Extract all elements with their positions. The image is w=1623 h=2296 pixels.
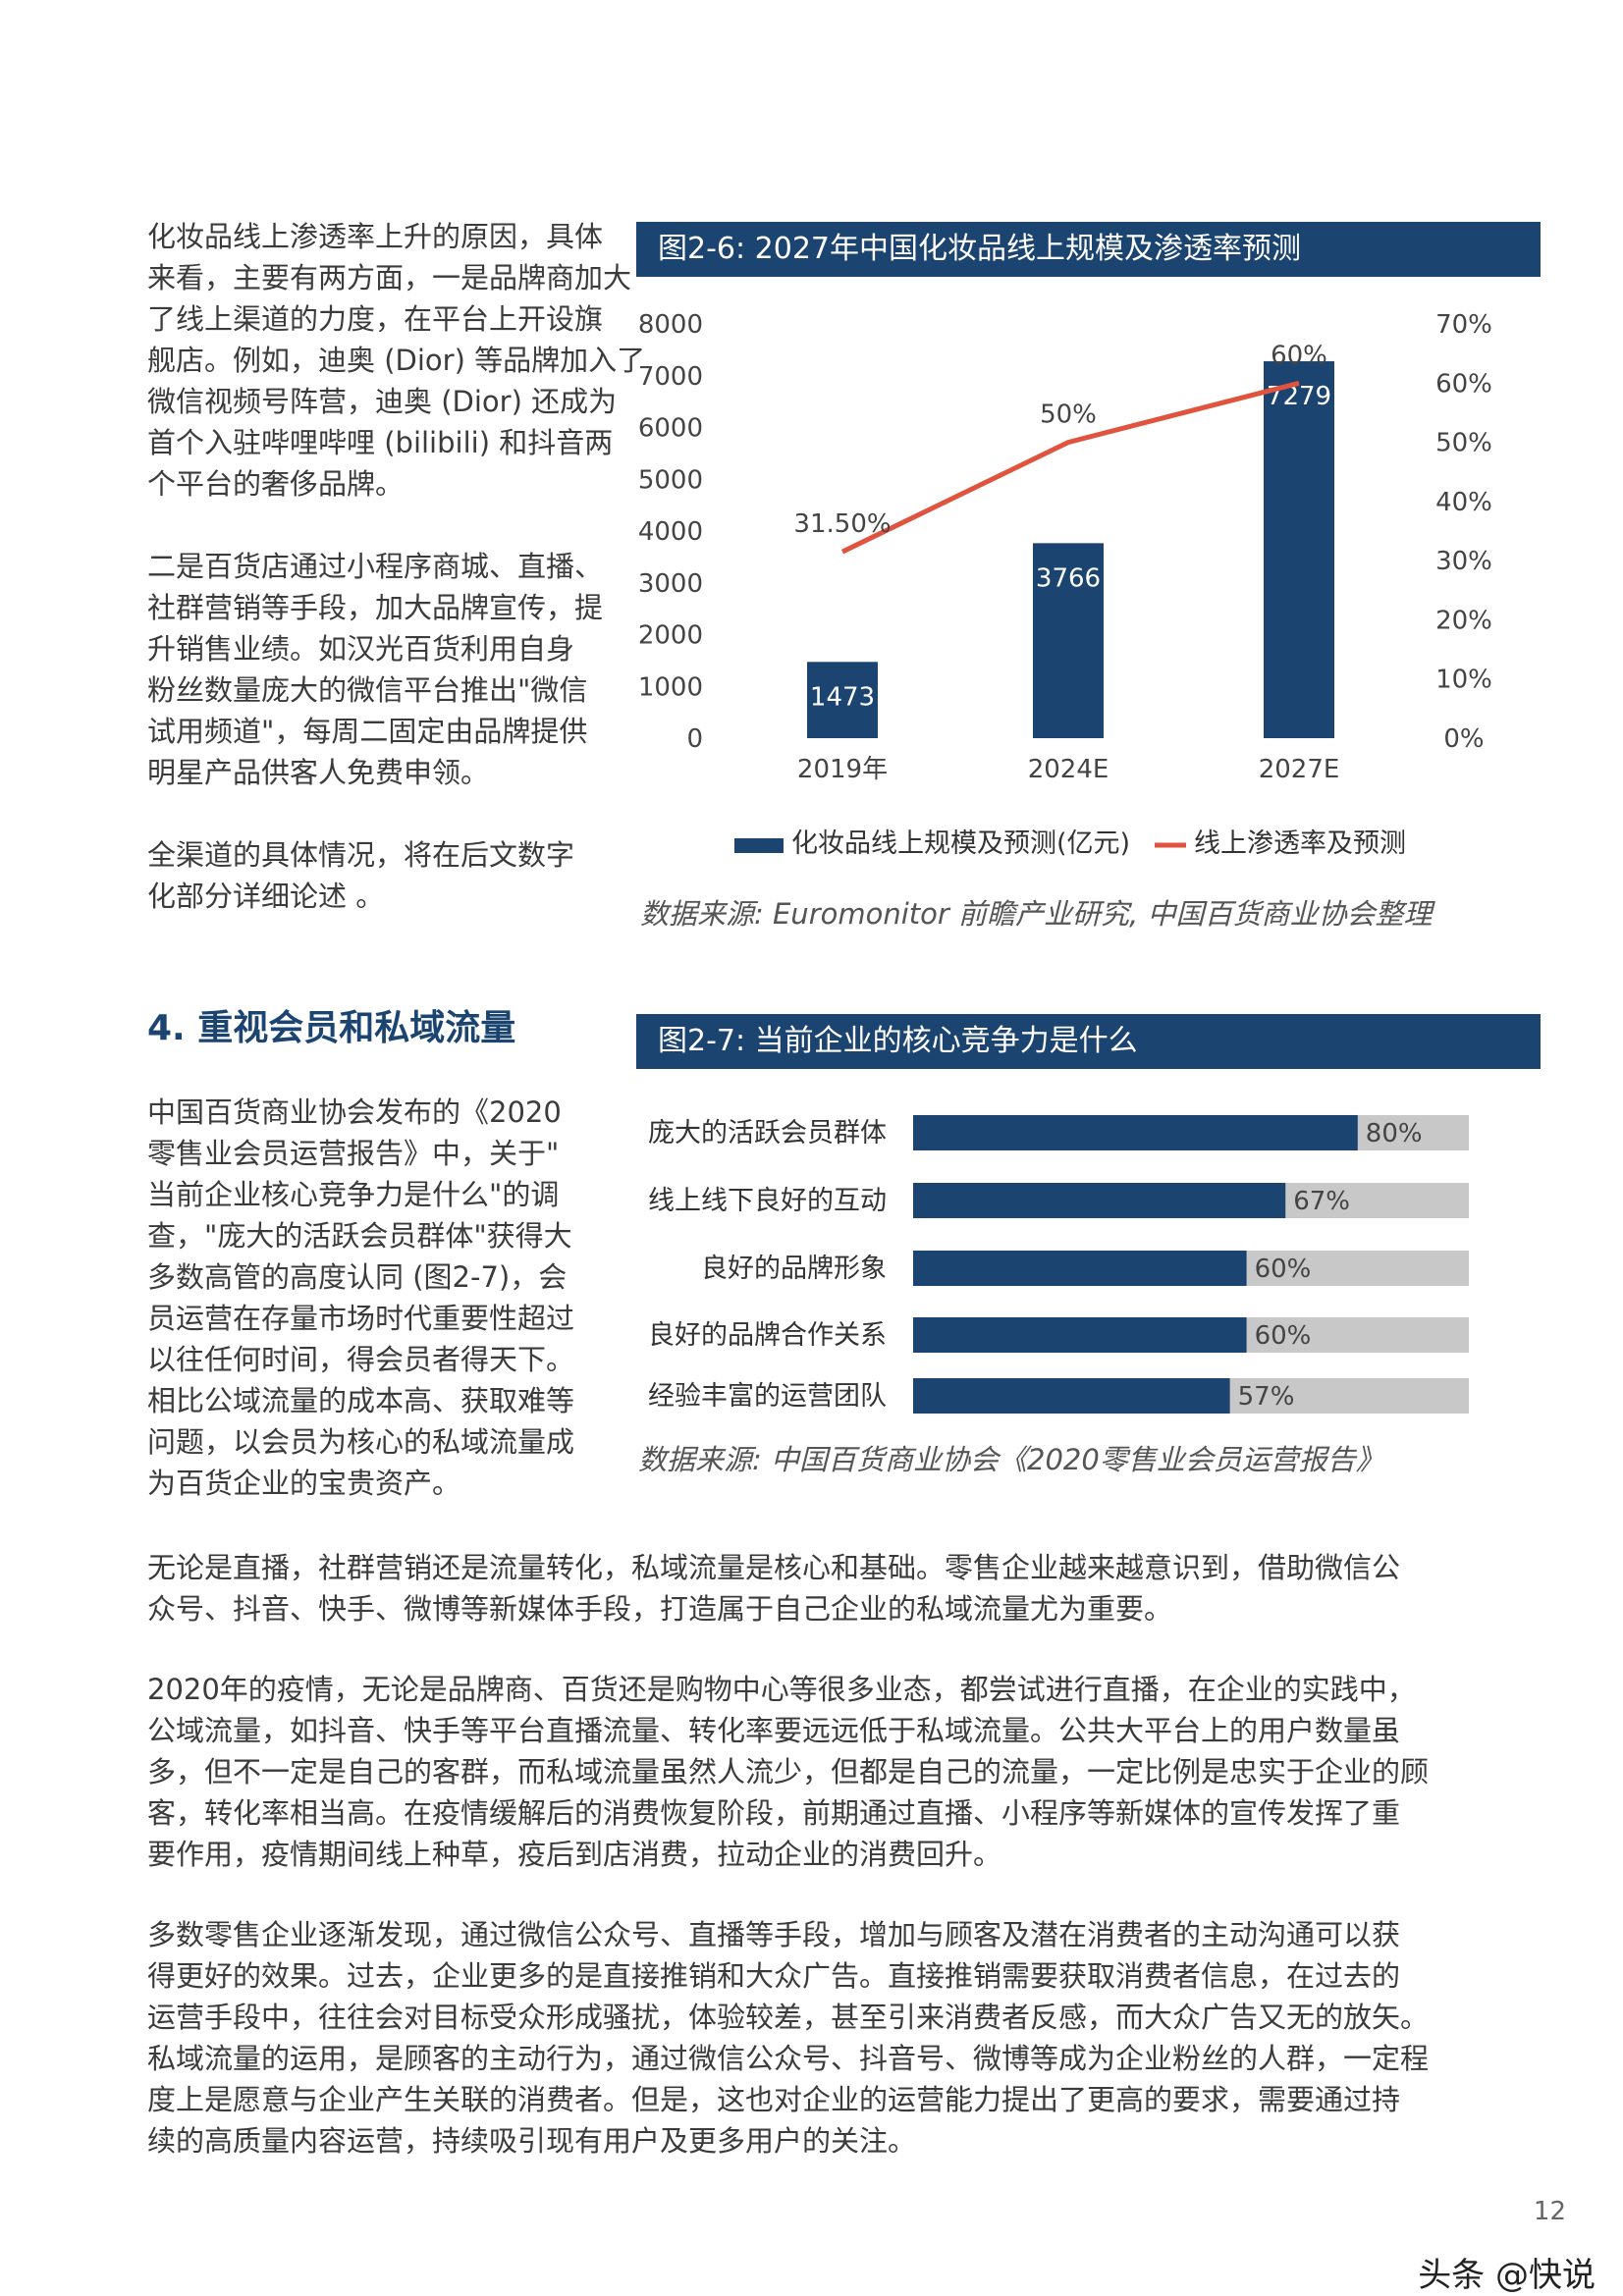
intro-paragraph-1: 化妆品线上渗透率上升的原因，具体 来看，主要有两方面，一是品牌商加大 了线上渠道… <box>147 220 646 501</box>
y2-tick-label: 40% <box>1435 488 1492 517</box>
bar-value-label: 57% <box>1238 1382 1295 1412</box>
bar-value-label: 60% <box>1255 1321 1312 1351</box>
bar <box>913 1183 1286 1218</box>
y2-tick-label: 70% <box>1435 310 1492 340</box>
bar <box>913 1378 1230 1414</box>
category-label: 经验丰富的运营团队 <box>648 1381 887 1412</box>
y-tick-label: 6000 <box>638 414 703 444</box>
y-tick-label: 5000 <box>638 465 703 495</box>
body-paragraph-3: 多数零售企业逐渐发现，通过微信公众号、直播等手段，增加与顾客及潜在消费者的主动沟… <box>147 1918 1430 2158</box>
intro-paragraph-3: 全渠道的具体情况，将在后文数字 化部分详细论述 。 <box>147 838 575 913</box>
bar <box>913 1115 1358 1150</box>
page-number: 12 <box>1533 2197 1566 2226</box>
membership-paragraph: 中国百货商业协会发布的《2020 零售业会员运营报告》中，关于" 当前企业核心竞… <box>147 1095 575 1500</box>
cosmetics-online-chart: 0 1000 2000 3000 4000 5000 6000 7000 8000 0% 10% 20… <box>638 310 1492 859</box>
legend-bar-swatch <box>734 838 784 853</box>
category-label: 良好的品牌合作关系 <box>648 1320 887 1351</box>
figure-2-6-source: 数据来源: Euromonitor 前瞻产业研究, 中国百货商业协会整理 <box>640 897 1433 931</box>
legend-line-label: 线上渗透率及预测 <box>1194 828 1406 859</box>
y2-tick-label: 30% <box>1435 547 1492 576</box>
core-competitiveness-chart: 庞大的活跃会员群体 80% 线上线下良好的互动 67% 良好的品牌形象 60% 良好的品牌合… <box>648 1115 1469 1414</box>
watermark: 头条 @快说 <box>1418 2256 1596 2295</box>
legend-bar-label: 化妆品线上规模及预测(亿元) <box>791 828 1130 859</box>
y2-tick-label: 60% <box>1435 369 1492 399</box>
bar-value-label: 3766 <box>1036 563 1101 593</box>
y-tick-label: 4000 <box>638 517 703 547</box>
x-tick-label: 2027E <box>1259 755 1340 784</box>
y-tick-label: 8000 <box>638 310 703 340</box>
bar-value-label: 7279 <box>1267 382 1331 411</box>
body-paragraph-1: 无论是直播，社群营销还是流量转化，私域流量是核心和基础。零售企业越来越意识到，借… <box>147 1551 1401 1626</box>
bar-value-label: 80% <box>1366 1119 1423 1148</box>
x-tick-label: 2024E <box>1028 755 1109 784</box>
y-tick-label: 3000 <box>638 569 703 599</box>
intro-paragraph-2: 二是百货店通过小程序商城、直播、 社群营销等手段，加大品牌宣传，提 升销售业绩。… <box>147 550 604 789</box>
y2-tick-label: 20% <box>1435 606 1492 635</box>
y-tick-label: 2000 <box>638 621 703 651</box>
bar-value-label: 60% <box>1255 1255 1312 1284</box>
bar <box>1033 543 1104 738</box>
bar-value-label: 67% <box>1293 1187 1350 1216</box>
category-label: 庞大的活跃会员群体 <box>648 1118 887 1148</box>
body-paragraph-2: 2020年的疫情，无论是品牌商、百货还是购物中心等很多业态，都尝试进行直播，在企… <box>147 1673 1430 1871</box>
bar <box>913 1317 1247 1353</box>
y-tick-label: 1000 <box>638 672 703 702</box>
figure-2-6-title: 图2-6: 2027年中国化妆品线上规模及渗透率预测 <box>636 222 1541 277</box>
bar <box>807 662 878 738</box>
bar <box>913 1251 1247 1286</box>
figure-2-7-source: 数据来源: 中国百货商业协会《2020零售业会员运营报告》 <box>638 1443 1384 1476</box>
line-value-label: 50% <box>1040 400 1097 430</box>
y2-tick-label: 0% <box>1443 724 1484 754</box>
y-tick-label: 7000 <box>638 362 703 392</box>
line-value-label: 60% <box>1271 341 1327 370</box>
figure-2-7-title: 图2-7: 当前企业的核心竞争力是什么 <box>636 1014 1541 1069</box>
section-heading: 4. 重视会员和私域流量 <box>147 1008 516 1048</box>
category-label: 良好的品牌形象 <box>701 1254 887 1284</box>
y-tick-label: 0 <box>686 724 703 754</box>
x-tick-label: 2019年 <box>797 755 888 784</box>
line-value-label: 31.50% <box>793 509 891 539</box>
penetration-rate-line <box>840 380 1300 555</box>
y2-tick-label: 50% <box>1435 429 1492 458</box>
bar-value-label: 1473 <box>810 682 875 712</box>
y2-tick-label: 10% <box>1435 666 1492 695</box>
category-label: 线上线下良好的互动 <box>648 1186 887 1216</box>
bar <box>1264 361 1334 738</box>
